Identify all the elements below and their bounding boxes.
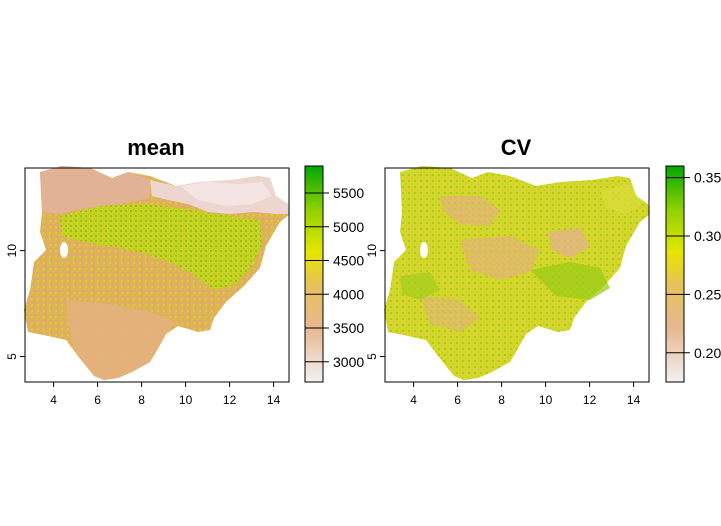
y-axis: 5 10: [365, 244, 385, 360]
x-tick-label: 12: [223, 393, 237, 407]
x-tick-label: 8: [498, 393, 505, 407]
y-tick-label: 5: [365, 353, 379, 360]
y-tick-label: 10: [5, 244, 19, 258]
legend-tick-label: 3500: [333, 320, 364, 336]
x-tick-label: 6: [94, 393, 101, 407]
raster-map: [384, 166, 650, 380]
x-axis: 4 6 8 10 12 14: [50, 382, 281, 407]
legend-colorbar: [665, 165, 685, 383]
legend-tick-label: 0.25: [694, 286, 721, 302]
legend-tick-label: 4000: [333, 286, 364, 302]
legend-tick-label: 0.30: [694, 228, 721, 244]
panel-mean: mean 4 6 8 10 12 14 5 10 3000 3500 4000 4500 5000 5…: [5, 135, 364, 407]
plot-frame: [384, 167, 650, 383]
x-tick-label: 6: [454, 393, 461, 407]
y-tick-label: 5: [5, 353, 19, 360]
x-tick-label: 12: [583, 393, 597, 407]
plot-frame: [24, 167, 290, 383]
x-tick-label: 10: [539, 393, 553, 407]
y-tick-label: 10: [365, 244, 379, 258]
color-legend: 3000 3500 4000 4500 5000 5500: [304, 165, 364, 383]
legend-tick-label: 5000: [333, 219, 364, 235]
raster-map: [24, 166, 290, 380]
y-axis: 5 10: [5, 244, 25, 360]
legend-tick-label: 3000: [333, 354, 364, 370]
legend-tick-label: 0.20: [694, 345, 721, 361]
x-tick-label: 10: [179, 393, 193, 407]
legend-tick-label: 5500: [333, 185, 364, 201]
x-tick-label: 4: [50, 393, 57, 407]
color-legend: 0.20 0.25 0.30 0.35: [665, 165, 721, 383]
panel-title: CV: [501, 135, 532, 160]
legend-tick-label: 0.35: [694, 170, 721, 186]
legend-tick-label: 4500: [333, 253, 364, 269]
x-axis: 4 6 8 10 12 14: [410, 382, 641, 407]
x-tick-label: 14: [267, 393, 281, 407]
x-tick-label: 4: [410, 393, 417, 407]
panel-title: mean: [127, 135, 184, 160]
legend-colorbar: [304, 165, 324, 383]
x-tick-label: 8: [138, 393, 145, 407]
panel-cv: CV 4 6 8 10 12 14 5 10 0.20 0.25 0.30 0.35: [365, 135, 721, 407]
x-tick-label: 14: [627, 393, 641, 407]
